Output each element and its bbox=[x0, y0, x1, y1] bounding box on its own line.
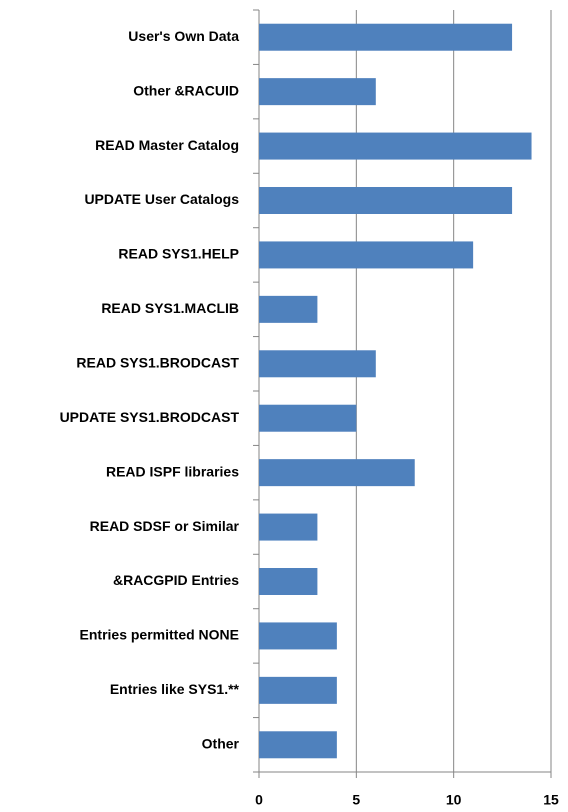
x-tick-label: 10 bbox=[446, 792, 462, 808]
bar bbox=[259, 187, 513, 214]
bar bbox=[259, 78, 376, 106]
bar bbox=[259, 241, 474, 269]
bar bbox=[259, 622, 337, 650]
bar bbox=[259, 731, 337, 759]
bar bbox=[259, 132, 532, 160]
y-tick-label: UPDATE SYS1.BRODCAST bbox=[60, 409, 240, 425]
x-tick-label: 5 bbox=[352, 792, 360, 808]
x-tick-label: 15 bbox=[543, 792, 559, 808]
y-tick-label: READ SDSF or Similar bbox=[90, 518, 240, 534]
y-tick-label: READ SYS1.MACLIB bbox=[101, 300, 239, 316]
bar bbox=[259, 404, 357, 432]
y-tick-label: Other &RACUID bbox=[133, 82, 239, 98]
y-tick-label: READ Master Catalog bbox=[95, 137, 239, 153]
bar bbox=[259, 350, 376, 378]
x-tick-label: 0 bbox=[255, 792, 263, 808]
bar bbox=[259, 459, 415, 487]
bar bbox=[259, 513, 318, 541]
bar bbox=[259, 295, 318, 323]
y-tick-label: READ ISPF libraries bbox=[106, 463, 239, 479]
y-tick-label: &RACGPID Entries bbox=[113, 572, 239, 588]
y-tick-label: User's Own Data bbox=[128, 28, 239, 44]
y-tick-label: READ SYS1.BRODCAST bbox=[76, 354, 239, 370]
y-tick-label: UPDATE User Catalogs bbox=[84, 191, 239, 207]
y-tick-label: Entries permitted NONE bbox=[80, 627, 239, 643]
bar bbox=[259, 23, 513, 51]
y-tick-label: Other bbox=[202, 735, 240, 751]
bar bbox=[259, 676, 337, 704]
y-tick-label: READ SYS1.HELP bbox=[118, 246, 239, 262]
bar bbox=[259, 568, 318, 595]
y-tick-label: Entries like SYS1.** bbox=[110, 681, 240, 697]
